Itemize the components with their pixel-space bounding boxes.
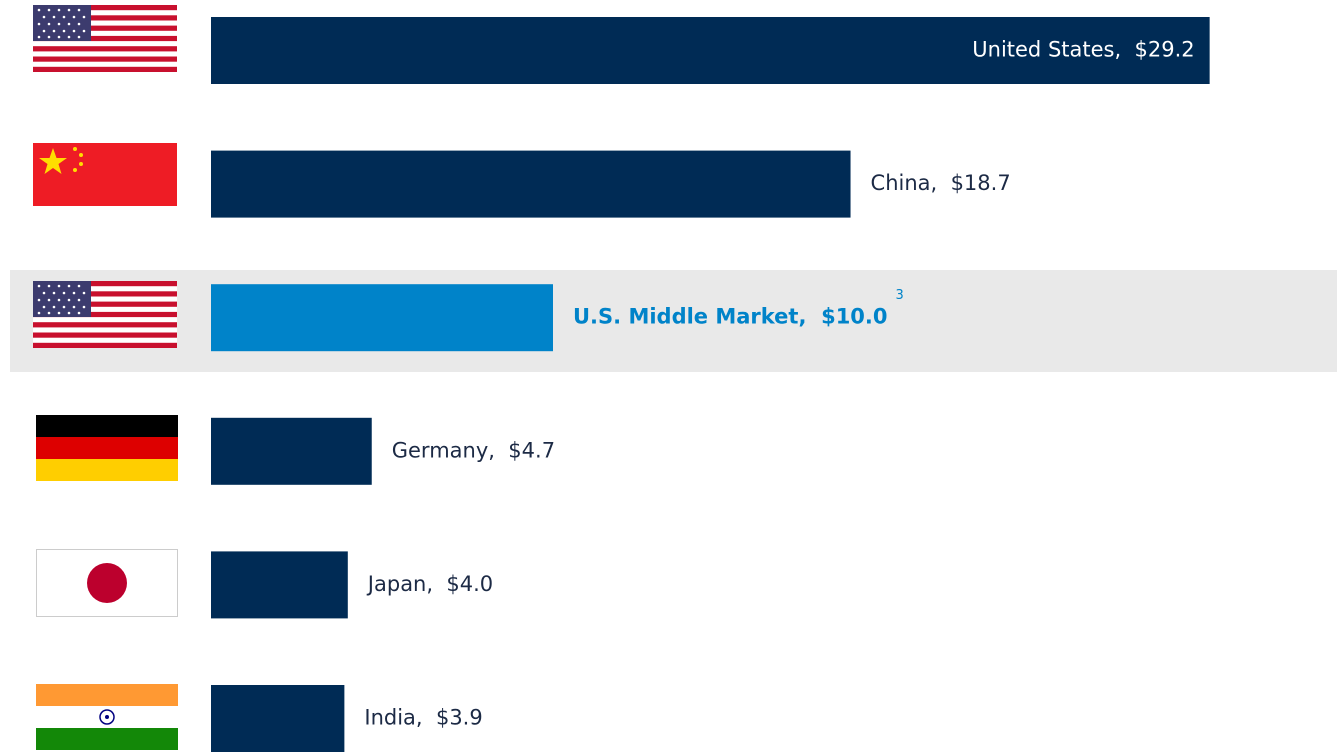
bar-label: U.S. Middle Market, $10.0: [573, 305, 888, 329]
category-label: Japan: [366, 572, 427, 596]
category-label: Germany: [392, 438, 489, 462]
flag-germany: [36, 415, 178, 481]
flag-us: [33, 5, 177, 72]
separator: ,: [426, 572, 446, 596]
bar: [211, 417, 372, 485]
category-label: India: [364, 706, 416, 730]
bar: [211, 551, 348, 619]
bar-label: India, $3.9: [364, 706, 482, 730]
value-label: $29.2: [1135, 38, 1195, 62]
flag-us: [33, 281, 177, 348]
value-label: $4.0: [446, 572, 493, 596]
bar: [211, 150, 851, 218]
separator: ,: [488, 438, 508, 462]
flag-japan: [36, 549, 178, 617]
category-label: China: [871, 171, 931, 195]
bar: [211, 284, 553, 352]
value-label: $3.9: [436, 706, 483, 730]
value-label: $10.0: [821, 305, 887, 329]
bar: [211, 685, 345, 752]
bar-label: United States, $29.2: [972, 38, 1194, 62]
separator: ,: [931, 171, 951, 195]
value-label: $4.7: [508, 438, 555, 462]
category-label: United States: [972, 38, 1114, 62]
value-label: $18.7: [951, 171, 1011, 195]
bar: [211, 17, 1210, 84]
bar-label: China, $18.7: [871, 171, 1011, 195]
flag-india: [36, 684, 178, 750]
bar-label: Japan, $4.0: [366, 572, 493, 596]
separator: ,: [798, 305, 821, 329]
bar-label: Germany, $4.7: [392, 438, 555, 462]
flag-china: [33, 143, 177, 206]
footnote-marker: 3: [896, 288, 904, 303]
category-label: U.S. Middle Market: [573, 305, 798, 329]
separator: ,: [1114, 38, 1134, 62]
separator: ,: [416, 706, 436, 730]
